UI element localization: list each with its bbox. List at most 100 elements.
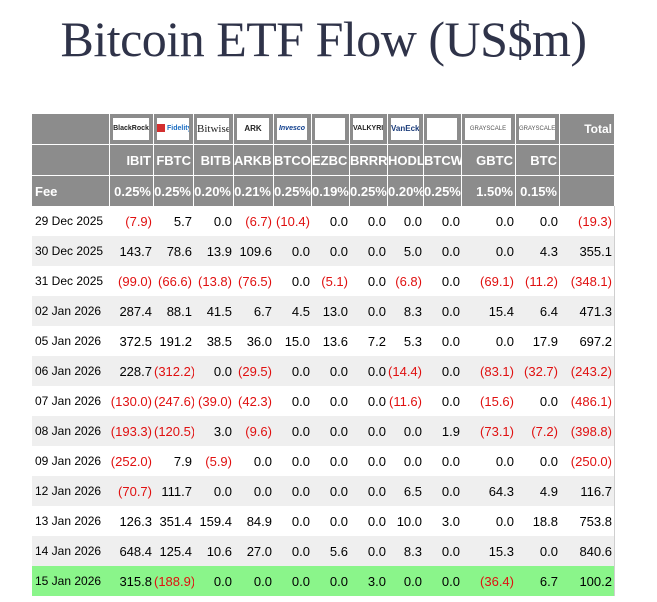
fidelity-logo: Fidelity: [157, 118, 189, 140]
flow-cell: 78.6: [154, 236, 194, 266]
total-cell: (348.1): [560, 266, 615, 296]
total-cell: 355.1: [560, 236, 615, 266]
flow-cell: (193.3): [110, 416, 154, 446]
bitwise-logo: Bitwise: [197, 118, 229, 140]
flow-cell: 0.0: [274, 476, 312, 506]
logo-text: ARK: [244, 124, 262, 133]
date-cell: 30 Dec 2025: [32, 236, 110, 266]
date-cell: 02 Jan 2026: [32, 296, 110, 326]
date-cell: 15 Jan 2026: [32, 566, 110, 596]
flow-cell: 228.7: [110, 356, 154, 386]
flow-cell: 88.1: [154, 296, 194, 326]
flow-cell: 27.0: [234, 536, 274, 566]
flow-cell: 7.9: [173, 453, 192, 469]
flow-cell: (29.5): [234, 356, 274, 386]
blackrock-logo: BlackRock: [113, 118, 149, 140]
logo-cell: Fidelity: [154, 114, 194, 145]
flow-cell: 0.0: [350, 476, 388, 506]
flow-cell: 13.9: [194, 236, 234, 266]
table-row: 30 Dec 2025 143.7 78.6 13.9 109.6 0.0 0.0 0.0 5.…: [32, 236, 615, 266]
flow-cell: (7.9): [125, 213, 152, 229]
flow-cell: 6.7: [516, 566, 560, 596]
table-row: 12 Jan 2026 (70.7) 111.7 0.0 0.0 0.0 0.0 0.0 6.5…: [32, 476, 615, 506]
flow-cell: 126.3: [119, 513, 152, 529]
flow-cell: 0.0: [495, 453, 514, 469]
flow-cell: 0.0: [291, 393, 310, 409]
logo-text: GRAYSCALE: [519, 126, 555, 132]
table-row: 29 Dec 2025 (7.9) 5.7 0.0 (6.7) (10.4) 0.0 0.0 0…: [32, 206, 615, 236]
flow-cell: 0.0: [367, 513, 386, 529]
flow-cell: (6.8): [395, 273, 422, 289]
flow-cell: (252.0): [110, 453, 152, 469]
ark-logo: ARK: [237, 118, 269, 140]
flow-cell: 36.0: [246, 333, 272, 349]
flow-cell: 0.0: [367, 273, 386, 289]
flow-cell: 0.0: [495, 333, 514, 349]
flow-cell: 0.0: [350, 536, 388, 566]
flow-cell: (5.1): [321, 273, 348, 289]
date-cell: 06 Jan 2026: [32, 356, 110, 386]
flow-cell: 13.6: [322, 333, 348, 349]
logo-cell: [312, 114, 350, 145]
franklin-logo: [315, 118, 345, 140]
total-cell: (250.0): [560, 446, 615, 476]
flow-cell: (39.0): [198, 393, 232, 409]
flow-cell: 0.0: [291, 513, 310, 529]
flow-cell: 0.0: [403, 213, 422, 229]
logo-text: VALKYRIE: [353, 125, 383, 132]
flow-cell: 0.0: [274, 536, 312, 566]
date-cell: 31 Dec 2025: [35, 274, 104, 288]
date-cell: 09 Jan 2026: [35, 454, 102, 468]
logo-cell: [424, 114, 462, 145]
flow-cell: 38.5: [206, 333, 232, 349]
total-column-header: Total: [560, 114, 615, 145]
flow-cell: 0.0: [441, 393, 460, 409]
logo-text: Bitwise: [197, 123, 229, 135]
flow-cell: 8.3: [388, 296, 424, 326]
flow-cell: (83.1): [462, 356, 516, 386]
flow-cell: 6.4: [516, 296, 560, 326]
flow-cell: (188.9): [154, 566, 194, 596]
total-cell: 697.2: [560, 326, 615, 356]
flow-cell: 41.5: [194, 296, 234, 326]
table-row: 05 Jan 2026 372.5 191.2 38.5 36.0 15.0 13.6 7.2…: [32, 326, 615, 356]
flow-cell: 0.0: [291, 453, 310, 469]
fee-cell: 0.25%: [274, 176, 312, 206]
flow-cell: 5.0: [388, 236, 424, 266]
flow-cell: 0.0: [234, 566, 274, 596]
total-cell: 471.3: [560, 296, 615, 326]
ticker-header: GBTC: [462, 145, 516, 176]
flow-cell: 5.3: [403, 333, 422, 349]
flow-cell: 0.0: [424, 296, 462, 326]
flow-cell: 159.4: [199, 513, 232, 529]
flow-cell: 0.0: [495, 513, 514, 529]
flow-cell: 0.0: [350, 296, 388, 326]
ticker-header: BRRR: [350, 145, 388, 176]
date-cell: 05 Jan 2026: [35, 334, 102, 348]
flow-cell: 0.0: [291, 273, 310, 289]
ticker-header: IBIT: [110, 145, 154, 176]
flow-cell: 15.3: [462, 536, 516, 566]
flow-cell: (69.1): [480, 273, 514, 289]
flow-cell: 8.3: [388, 536, 424, 566]
flow-cell: 0.0: [441, 273, 460, 289]
flow-cell: 0.0: [350, 236, 388, 266]
flow-cell: 0.0: [329, 513, 348, 529]
flow-cell: 18.8: [532, 513, 558, 529]
flow-cell: 15.4: [462, 296, 516, 326]
flow-cell: 0.0: [539, 453, 558, 469]
flow-cell: 0.0: [312, 416, 350, 446]
ticker-header: BTCW: [424, 145, 462, 176]
vaneck-logo: VanEck: [391, 118, 419, 140]
flow-cell: 7.2: [367, 333, 386, 349]
grayscale-gbtc-logo: GRAYSCALE: [465, 118, 511, 140]
table-row: 31 Dec 2025 (99.0) (66.6) (13.8) (76.5) 0.0 (5…: [32, 266, 615, 296]
date-cell: 14 Jan 2026: [32, 536, 110, 566]
invesco-logo: Invesco: [277, 118, 307, 140]
flow-cell: 648.4: [110, 536, 154, 566]
flow-cell: 0.0: [312, 236, 350, 266]
flow-cell: (130.0): [110, 393, 152, 409]
logo-cell: BlackRock: [110, 114, 154, 145]
flow-cell: 0.0: [350, 356, 388, 386]
grayscale-btc-logo: GRAYSCALE: [519, 118, 555, 140]
